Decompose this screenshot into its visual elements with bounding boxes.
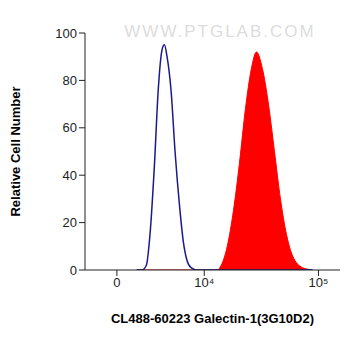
svg-text:Relative Cell Number: Relative Cell Number <box>8 86 23 216</box>
svg-text:10⁵: 10⁵ <box>309 275 329 290</box>
svg-text:60: 60 <box>63 120 77 135</box>
svg-text:40: 40 <box>63 168 77 183</box>
html-text:WWW.PTGLAB.COM: WWW.PTGLAB.COM <box>124 22 316 41</box>
svg-text:0: 0 <box>70 263 77 278</box>
svg-text:20: 20 <box>63 215 77 230</box>
svg-text:CL488-60223 Galectin-1(3G10D2): CL488-60223 Galectin-1(3G10D2) <box>111 311 314 326</box>
svg-text:10⁴: 10⁴ <box>194 275 214 290</box>
svg-text:80: 80 <box>63 73 77 88</box>
svg-text:100: 100 <box>55 26 77 41</box>
svg-text:0: 0 <box>113 275 120 290</box>
